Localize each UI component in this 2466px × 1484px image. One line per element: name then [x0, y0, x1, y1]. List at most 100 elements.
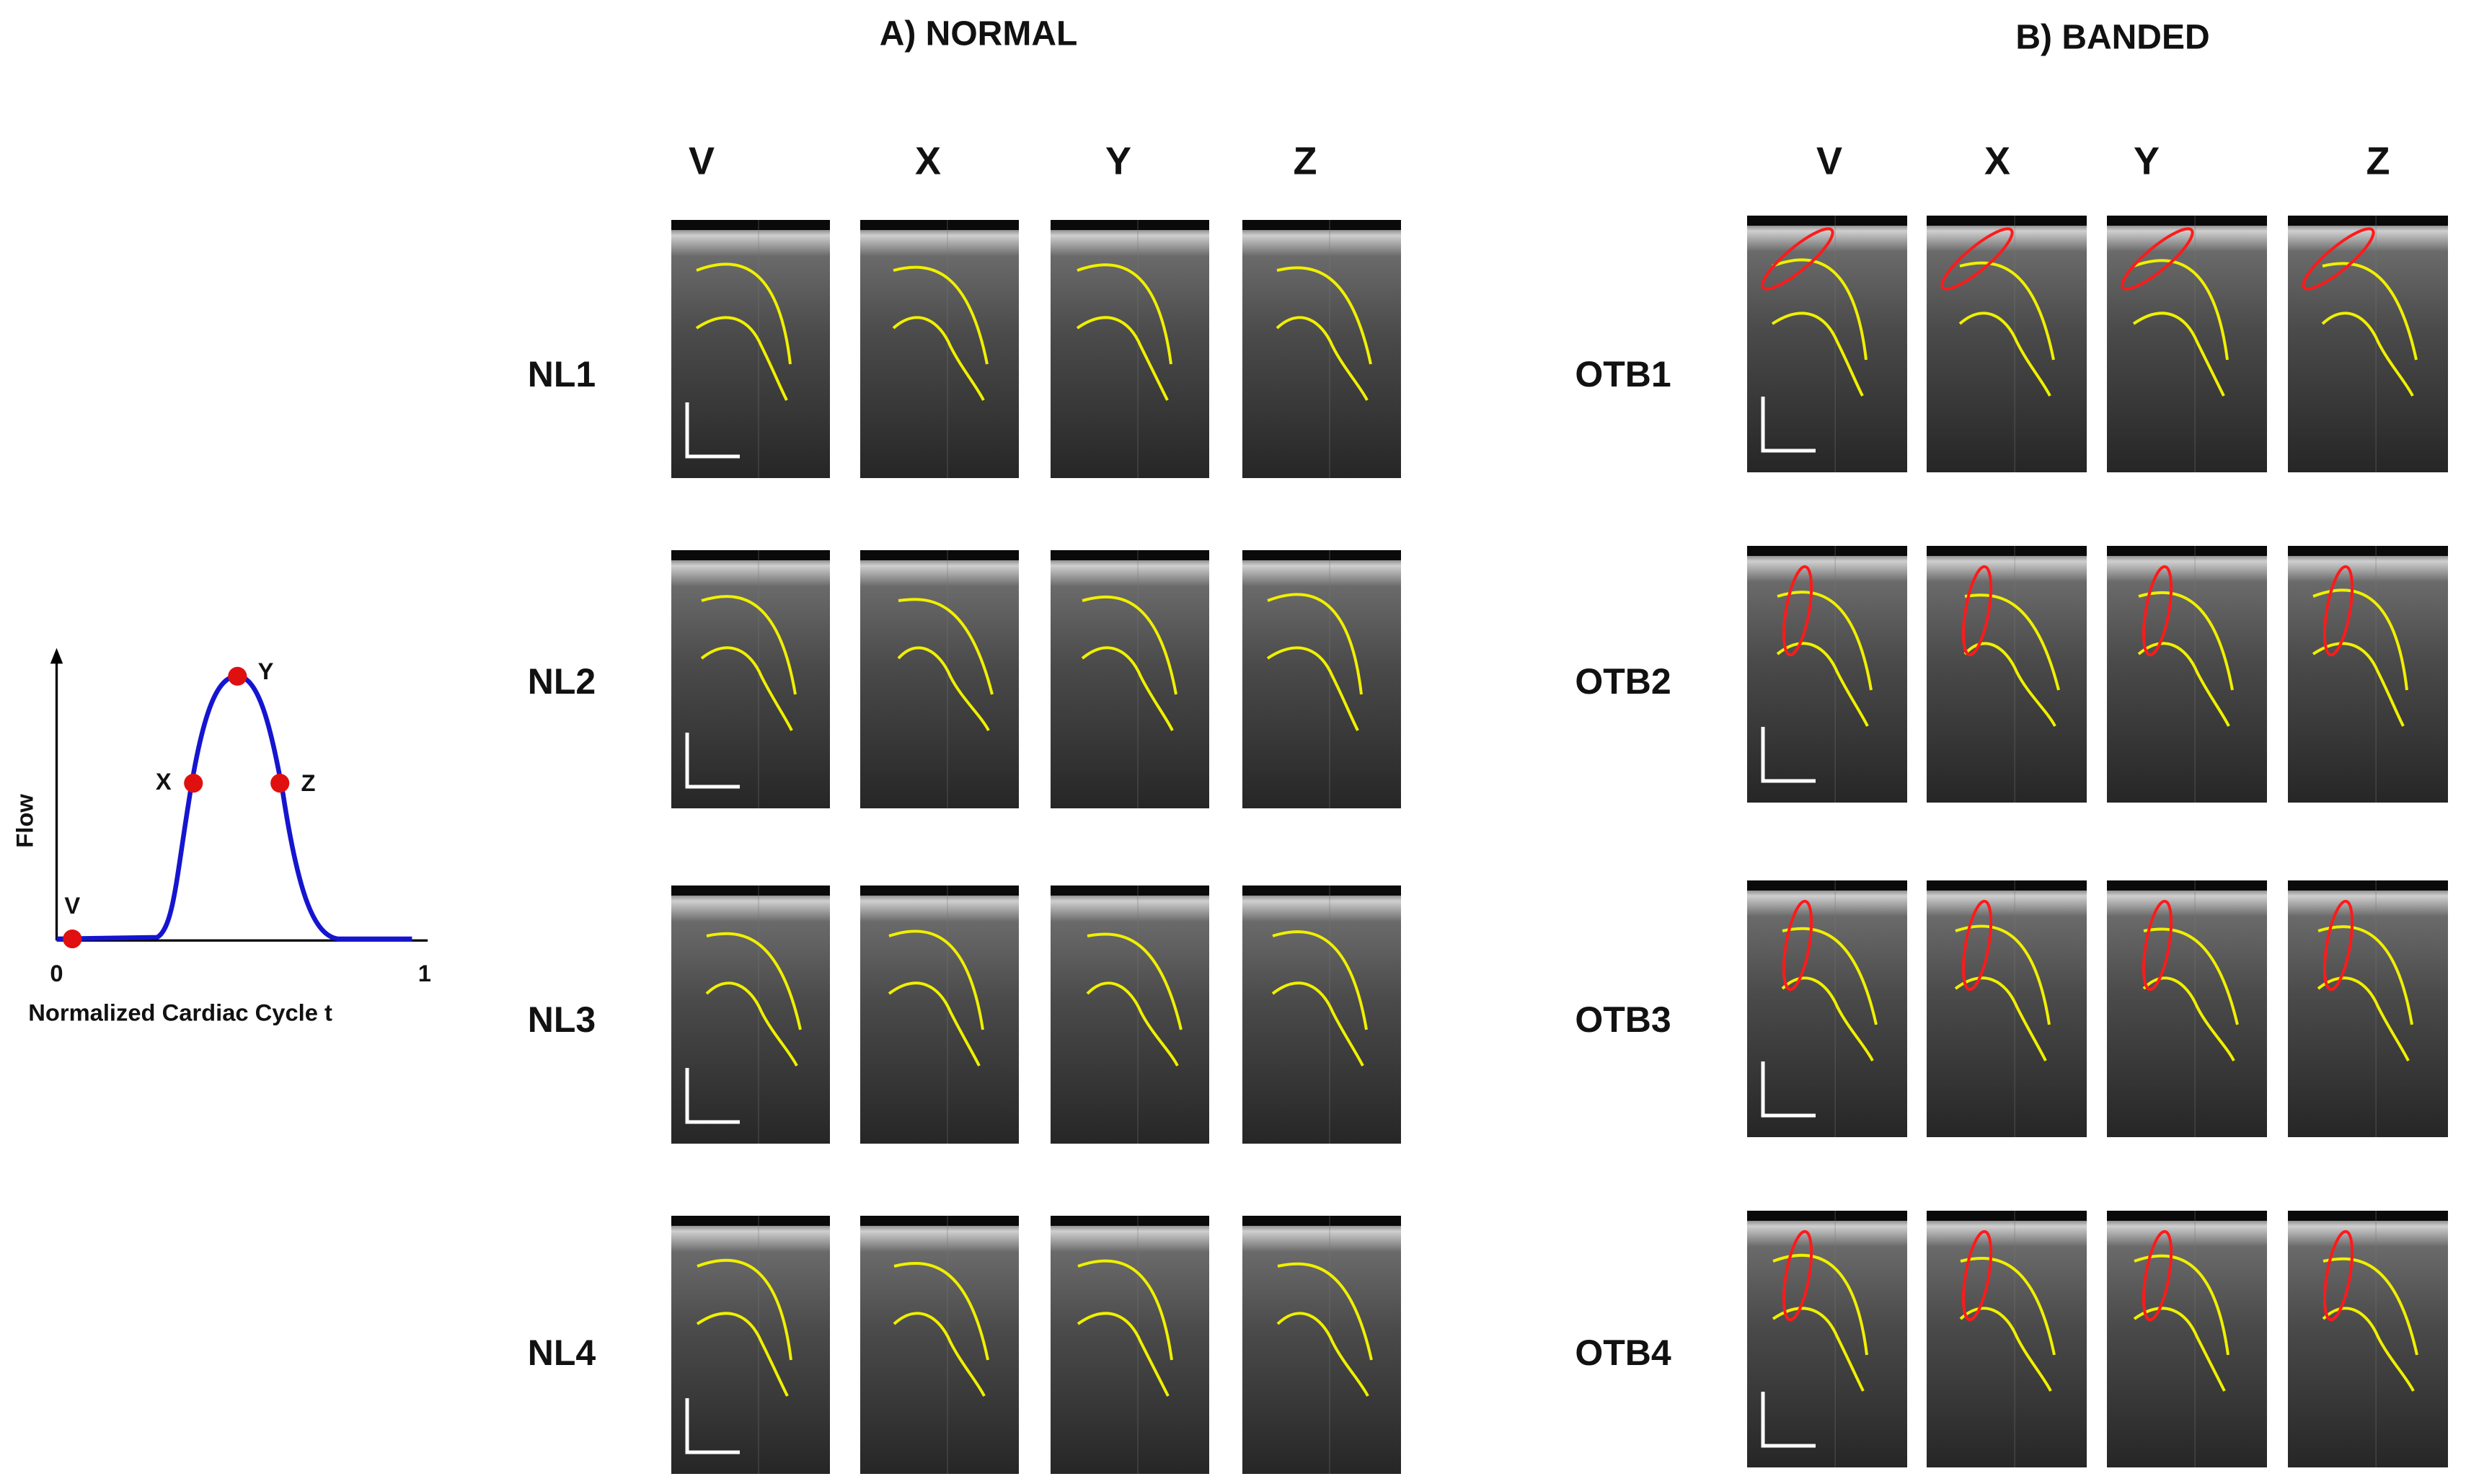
- flow-inset: Flow Normalized Cardiac Cycle t 0 1 V X Y Z: [12, 648, 431, 1025]
- column-label: V: [1816, 139, 1842, 182]
- vessel-outline: [2133, 1307, 2226, 1392]
- image-frame: [1051, 885, 1209, 1144]
- image-top: [860, 550, 1019, 560]
- band-marker: [2142, 1229, 2173, 1322]
- band-marker: [1961, 899, 1993, 991]
- column-label: X: [915, 139, 941, 182]
- scale-bar: [1761, 727, 1816, 783]
- image-top: [671, 885, 830, 896]
- image-top: [1051, 550, 1209, 560]
- oct-image: [2288, 546, 2448, 803]
- image-top: [1242, 220, 1401, 230]
- vessel-outline: [1077, 1259, 1173, 1361]
- vessel-outline: [1087, 932, 1183, 1030]
- image-top: [2107, 880, 2267, 891]
- vessel-outline: [893, 265, 989, 365]
- cycle-point: [270, 774, 290, 793]
- oct-image: [2107, 1211, 2267, 1467]
- row-label: NL4: [528, 1333, 596, 1373]
- image-top: [2107, 546, 2267, 556]
- scale-bar: [685, 733, 740, 789]
- point-label: V: [64, 892, 80, 919]
- oct-image: [671, 550, 830, 808]
- image-frame: [1242, 550, 1401, 808]
- image-frame: [860, 885, 1019, 1144]
- image-top: [860, 220, 1019, 230]
- image-frame: [2107, 1211, 2267, 1467]
- image-top: [671, 1216, 830, 1226]
- image-frame: [2107, 216, 2267, 472]
- image-frame: [671, 885, 830, 1144]
- oct-image: [1051, 550, 1209, 808]
- y-axis-label: Flow: [12, 794, 38, 848]
- row-label: NL1: [528, 354, 596, 394]
- oct-image: [1747, 216, 1907, 472]
- vessel-outline: [1077, 263, 1172, 365]
- image-frame: [2288, 1211, 2448, 1467]
- scale-bar: [1761, 1392, 1816, 1448]
- vessel-outline: [2132, 312, 2225, 397]
- oct-image: [2107, 216, 2267, 472]
- image-top: [671, 220, 830, 230]
- vessel-outline: [1958, 312, 2051, 397]
- vessel-outline: [1076, 316, 1169, 401]
- vessel-outline: [1771, 312, 1864, 397]
- oct-image: [1242, 220, 1401, 478]
- cycle-point: [228, 666, 247, 686]
- column-label: V: [689, 139, 715, 182]
- image-frame: [1051, 1216, 1209, 1474]
- oct-image: [1927, 1211, 2087, 1467]
- oct-image: [2107, 880, 2267, 1137]
- image-frame: [1242, 220, 1401, 478]
- oct-image: [860, 885, 1019, 1144]
- image-top: [1927, 216, 2087, 226]
- image-top: [1747, 1211, 1907, 1221]
- image-frame: [860, 1216, 1019, 1474]
- vessel-outline: [2138, 591, 2234, 691]
- image-frame: [2107, 546, 2267, 803]
- band-marker: [1961, 1229, 1993, 1322]
- band-marker: [1782, 899, 1813, 991]
- image-frame: [1927, 1211, 2087, 1467]
- row-label: OTB1: [1575, 354, 1671, 394]
- vessel-outline: [1964, 593, 2060, 691]
- image-top: [2288, 1211, 2448, 1221]
- image-top: [1747, 216, 1907, 226]
- oct-image: [1051, 1216, 1209, 1474]
- vessel-outline: [898, 598, 994, 695]
- oct-image: [1747, 880, 1907, 1137]
- oct-image: [1051, 220, 1209, 478]
- vessel-outline: [697, 1258, 792, 1361]
- image-frame: [2288, 546, 2448, 803]
- image-frame: [860, 550, 1019, 808]
- vessel-outline: [893, 1262, 989, 1361]
- image-frame: [671, 1216, 830, 1474]
- oct-image: [1242, 550, 1401, 808]
- image-frame: [1242, 885, 1401, 1144]
- cycle-point: [184, 774, 203, 793]
- image-frame: [1927, 216, 2087, 472]
- x-tick-label: 0: [50, 960, 63, 986]
- x-tick-label: 1: [418, 960, 431, 986]
- oct-image: [1051, 885, 1209, 1144]
- oct-image: [1927, 546, 2087, 803]
- vessel-outline: [1954, 976, 2047, 1061]
- scale-bar: [685, 1398, 740, 1454]
- column-label: Y: [2134, 139, 2160, 182]
- vessel-outline: [701, 595, 797, 695]
- vessel-outline: [1772, 1307, 1865, 1392]
- image-frame: [671, 220, 830, 478]
- oct-image: [2288, 880, 2448, 1137]
- oct-image: [671, 885, 830, 1144]
- vessel-outline: [1959, 261, 2055, 361]
- vessel-outline: [888, 929, 984, 1030]
- band-marker: [2323, 899, 2354, 991]
- column-label: Z: [2366, 139, 2390, 182]
- image-top: [1927, 1211, 2087, 1221]
- band-marker: [1782, 1229, 1813, 1322]
- image-top: [2107, 216, 2267, 226]
- vessel-outline: [1782, 927, 1878, 1025]
- band-marker: [2323, 565, 2354, 657]
- band-marker: [2142, 899, 2173, 991]
- oct-image: [671, 1216, 830, 1474]
